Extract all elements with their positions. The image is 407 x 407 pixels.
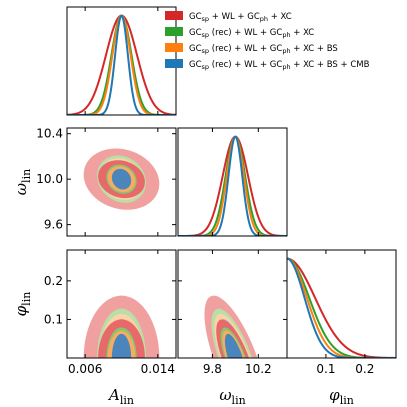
legend-swatch-3	[165, 59, 183, 68]
series-line-3-phi	[287, 257, 396, 358]
axis-label-phi: φlin	[12, 292, 33, 317]
axis-label-omega: ωlin	[12, 169, 33, 195]
y-tick-label-omega: 10.0	[36, 172, 63, 186]
series-line-3-A	[67, 14, 176, 115]
y-tick-label-omega: 9.6	[44, 218, 63, 232]
x-tick-label-A: 0.014	[141, 362, 175, 376]
panel-2d-A-omega	[83, 148, 160, 210]
y-tick-label-omega: 10.4	[36, 127, 63, 141]
series-line-0-omega	[178, 135, 287, 236]
panel-frame-2-2	[286, 249, 397, 359]
x-tick-label-phi: 0.1	[316, 362, 335, 376]
panel-1d-phi	[287, 257, 396, 358]
series-line-1-A	[67, 14, 176, 115]
series-line-2-A	[67, 14, 176, 115]
axis-label-A: Alin	[107, 386, 134, 407]
contour-68-series-3	[111, 333, 132, 358]
panel-frame-2-0	[66, 249, 177, 359]
contour-68-series-3	[111, 168, 132, 190]
legend-entry-0: GCsp + WL + GCph + XC	[189, 12, 292, 23]
panel-frame-0-0	[66, 6, 177, 116]
x-tick-label-omega: 9.8	[203, 362, 222, 376]
legend-swatch-1	[165, 27, 183, 36]
panel-frame-1-0	[66, 127, 177, 237]
series-line-2-omega	[178, 135, 287, 236]
x-tick-label-A: 0.006	[68, 362, 102, 376]
series-line-2-phi	[287, 257, 396, 358]
y-tick-label-phi: 0.2	[44, 274, 63, 288]
x-tick-label-phi: 0.2	[355, 362, 374, 376]
y-tick-label-phi: 0.1	[44, 312, 63, 326]
legend-entry-1: GCsp (rec) + WL + GCph + XC	[189, 28, 314, 39]
legend-swatch-0	[165, 11, 183, 20]
legend-entry-3: GCsp (rec) + WL + GCph + XC + BS + CMB	[189, 60, 370, 71]
panel-2d-omega-phi	[204, 295, 258, 358]
series-line-3-omega	[178, 135, 287, 236]
axis-label-phi: φlin	[329, 386, 354, 407]
panel-2d-A-phi	[83, 295, 160, 358]
legend-swatch-2	[165, 43, 183, 52]
x-tick-label-omega: 10.2	[245, 362, 272, 376]
axis-label-omega: ωlin	[219, 386, 245, 407]
legend: GCsp + WL + GCph + XC GCsp (rec) + WL + G…	[165, 11, 370, 71]
panel-frame-1-1	[177, 127, 288, 237]
legend-entry-2: GCsp (rec) + WL + GCph + XC + BS	[189, 44, 338, 55]
panel-1d-omega	[178, 135, 287, 236]
contour-68-series-3	[224, 333, 243, 358]
series-line-1-omega	[178, 135, 287, 236]
panel-1d-A	[67, 14, 176, 115]
series-line-0-A	[67, 14, 176, 115]
series-line-0-phi	[287, 257, 396, 358]
